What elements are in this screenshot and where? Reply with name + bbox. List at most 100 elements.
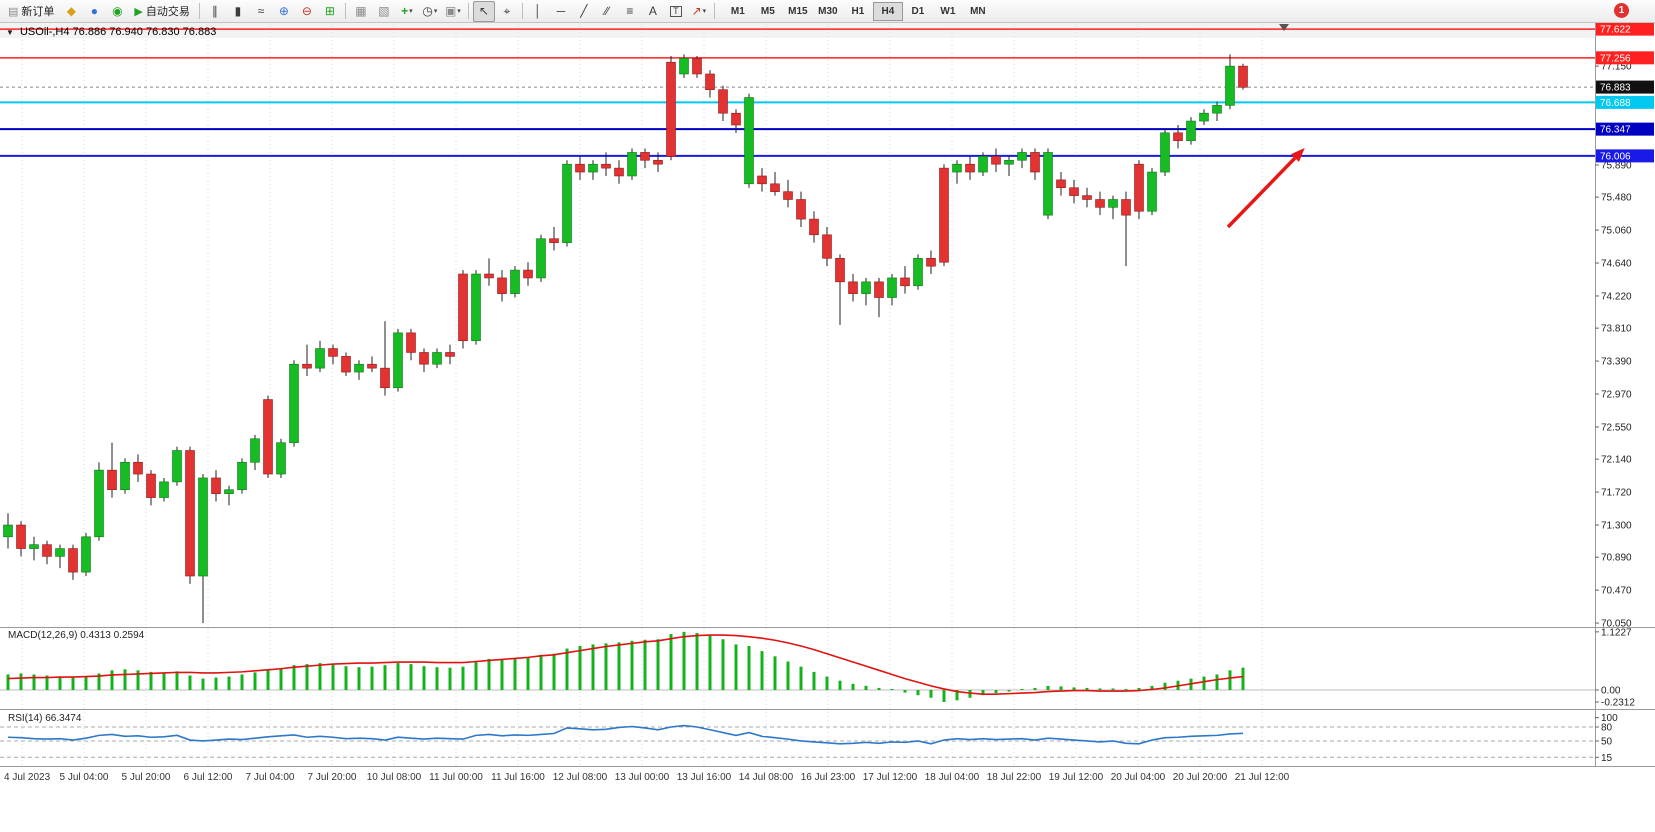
separator (521, 3, 523, 19)
new-order-button[interactable]: ▤ 新订单 (3, 1, 59, 22)
autotrade-button[interactable]: ▶ 自动交易 (129, 1, 194, 22)
trendline-tool[interactable]: ╱ (580, 4, 588, 18)
svg-text:7 Jul 20:00: 7 Jul 20:00 (308, 772, 357, 783)
label-tool[interactable]: T (665, 1, 687, 22)
periods-button[interactable]: ◷ ▾ (419, 1, 441, 22)
timeframe-m30[interactable]: M30 (818, 5, 838, 17)
arrange-windows-icon[interactable]: ▦ (355, 4, 367, 18)
clock-icon: ◷ (422, 4, 433, 18)
svg-text:19 Jul 12:00: 19 Jul 12:00 (1049, 772, 1104, 783)
svg-text:70.050: 70.050 (1601, 619, 1632, 630)
svg-text:100: 100 (1601, 713, 1618, 724)
horizontal-line-tool[interactable]: ─ (556, 4, 566, 18)
timeframe-h1[interactable]: H1 (851, 5, 865, 17)
chart-header-band (0, 23, 1595, 38)
svg-text:76.688: 76.688 (1600, 98, 1631, 109)
crosshair-tool[interactable]: ⌖ (503, 4, 511, 18)
timeframe-m15[interactable]: M15 (788, 5, 808, 17)
svg-text:75.480: 75.480 (1601, 193, 1632, 204)
profile-icon[interactable]: ● (90, 4, 99, 18)
template-icon: ▣ (444, 4, 457, 18)
svg-text:12 Jul 08:00: 12 Jul 08:00 (553, 772, 608, 783)
candlestick-chart-icon[interactable]: ▮ (234, 4, 242, 18)
svg-text:21 Jul 12:00: 21 Jul 12:00 (1235, 772, 1290, 783)
chevron-down-icon: ▾ (409, 7, 413, 15)
svg-text:71.720: 71.720 (1601, 488, 1632, 499)
bar-chart-icon[interactable]: ∥ (211, 4, 218, 18)
autotrade-icon: ▶ (134, 5, 143, 18)
cascade-windows-icon[interactable]: ▧ (378, 4, 390, 18)
fibonacci-tool[interactable]: ≡ (626, 4, 634, 18)
svg-text:15: 15 (1601, 753, 1613, 764)
svg-text:77.622: 77.622 (1600, 25, 1631, 36)
timeframe-w1[interactable]: W1 (940, 5, 956, 17)
svg-text:70.890: 70.890 (1601, 553, 1632, 564)
chevron-down-icon: ▾ (433, 7, 438, 15)
timeframe-m5[interactable]: M5 (760, 5, 775, 17)
notification-badge[interactable]: 1 (1614, 3, 1629, 18)
chart-collapse-icon[interactable]: ▼ (6, 28, 14, 37)
price-line-label (1596, 95, 1654, 109)
svg-text:20 Jul 20:00: 20 Jul 20:00 (1173, 772, 1228, 783)
timeframe-d1[interactable]: D1 (911, 5, 925, 17)
svg-text:80: 80 (1601, 722, 1613, 733)
layout-icon[interactable]: ◆ (66, 4, 77, 18)
timeframe-mn[interactable]: MN (970, 5, 986, 17)
chart-title: ▼ USOil-,H4 76.886 76.940 76.830 76.883 (6, 26, 216, 38)
svg-text:72.970: 72.970 (1601, 390, 1632, 401)
cursor-tool[interactable]: ↖ (472, 0, 495, 22)
arrow-icon: ↗ (691, 4, 702, 18)
svg-text:10 Jul 08:00: 10 Jul 08:00 (367, 772, 422, 783)
svg-text:75.890: 75.890 (1601, 160, 1632, 171)
price-scale[interactable]: 77.150 75.890 75.480 75.060 74.640 74.220 73.8… (1595, 22, 1654, 630)
zoom-in-icon[interactable]: ⊕ (278, 4, 289, 18)
new-order-icon: ▤ (8, 5, 19, 18)
svg-text:16 Jul 23:00: 16 Jul 23:00 (801, 772, 856, 783)
svg-text:20 Jul 04:00: 20 Jul 04:00 (1111, 772, 1166, 783)
sound-icon[interactable]: ◉ (112, 4, 123, 18)
macd-indicator: 1.1227 0.00-0.2312 (0, 627, 1635, 708)
price-line-label (1596, 122, 1654, 136)
annotation-arrow[interactable] (1226, 147, 1305, 229)
zoom-out-icon[interactable]: ⊖ (301, 4, 312, 18)
horizontal-price-lines[interactable] (0, 28, 1595, 157)
svg-text:1.1227: 1.1227 (1601, 627, 1632, 638)
new-chart-button[interactable]: + ▾ (396, 1, 418, 22)
timeframe-m1[interactable]: M1 (730, 5, 745, 17)
svg-text:13 Jul 16:00: 13 Jul 16:00 (677, 772, 732, 783)
tile-windows-icon[interactable]: ⊞ (324, 4, 335, 18)
svg-text:5 Jul 04:00: 5 Jul 04:00 (60, 772, 109, 783)
svg-text:72.140: 72.140 (1601, 455, 1632, 466)
channel-tool[interactable]: ∕∕ (604, 4, 609, 18)
macd-label: MACD(12,26,9) 0.4313 0.2594 (8, 630, 144, 641)
text-tool[interactable]: A (648, 4, 657, 18)
separator (713, 3, 715, 19)
price-line-label (1596, 80, 1654, 94)
svg-text:73.810: 73.810 (1601, 324, 1632, 335)
autotrade-label: 自动交易 (145, 6, 190, 18)
vertical-line-tool[interactable]: │ (534, 4, 542, 18)
line-chart-icon[interactable]: ≈ (257, 4, 265, 18)
macd-values: 0.4313 0.2594 (80, 630, 145, 641)
svg-text:50: 50 (1601, 736, 1613, 747)
templates-button[interactable]: ▣ ▾ (442, 1, 464, 22)
svg-text:77.150: 77.150 (1601, 62, 1632, 73)
price-line-label (1596, 149, 1654, 163)
arrows-tool[interactable]: ↗ ▾ (688, 1, 710, 22)
macd-name: MACD(12,26,9) (8, 630, 78, 641)
svg-text:18 Jul 04:00: 18 Jul 04:00 (925, 772, 980, 783)
svg-text:6 Jul 12:00: 6 Jul 12:00 (184, 772, 233, 783)
chevron-down-icon: ▾ (702, 7, 707, 15)
separator (198, 3, 200, 19)
svg-text:5 Jul 20:00: 5 Jul 20:00 (122, 772, 171, 783)
svg-text:-0.2312: -0.2312 (1601, 697, 1635, 708)
chart-ohlc: 76.886 76.940 76.830 76.883 (72, 26, 217, 38)
timeframe-h4[interactable]: H4 (872, 1, 903, 21)
svg-text:76.006: 76.006 (1600, 151, 1631, 162)
svg-text:7 Jul 04:00: 7 Jul 04:00 (246, 772, 295, 783)
label-tool-icon: T (670, 5, 682, 17)
time-axis[interactable]: 4 Jul 2023 5 Jul 04:00 5 Jul 20:00 6 Jul 12… (4, 772, 1290, 783)
timeframe-group: M1 M5 M15 M30 H1 H4 D1 W1 MN (723, 1, 993, 21)
